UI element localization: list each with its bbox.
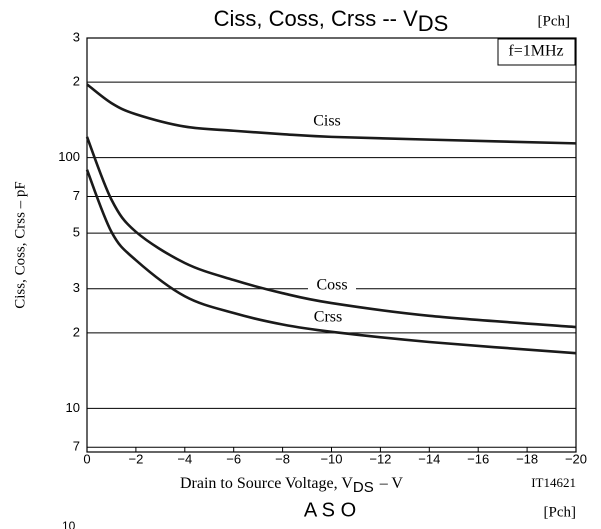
x-tick-label: −6	[226, 451, 241, 466]
tag: [Pch]	[538, 13, 571, 29]
next-tag: [Pch]	[544, 504, 577, 520]
x-axis-label: Drain to Source Voltage, VDS – V	[180, 475, 403, 496]
x-tick-label: 0	[83, 451, 90, 466]
x-tick-label: −10	[320, 451, 342, 466]
x-tick-label: −2	[128, 451, 143, 466]
y-axis-label: Ciss, Coss, Crss – pF	[12, 181, 28, 309]
plot-frame	[86, 37, 577, 453]
y-tick-label: 3	[73, 29, 80, 44]
y-tick-label: 2	[73, 74, 80, 89]
series-label: Coss	[316, 277, 347, 294]
x-tick-label: −20	[565, 451, 587, 466]
x-tick-label: −8	[275, 451, 290, 466]
y-tick-label: 7	[73, 439, 80, 454]
title-main: Ciss, Coss, Crss -- V	[214, 6, 418, 31]
x-label-unit: – V	[379, 475, 404, 492]
y-tick-label: 2	[73, 324, 80, 339]
y-tick-label: 7	[73, 188, 80, 203]
label-bg	[308, 277, 356, 295]
x-tick-label: −18	[516, 451, 538, 466]
condition-box	[497, 38, 576, 66]
x-tick-label: −14	[418, 451, 440, 466]
figure-id: IT14621	[531, 475, 576, 490]
chart-title: Ciss, Coss, Crss -- VDS	[214, 6, 449, 36]
next-tick: 10	[62, 519, 76, 529]
curve	[86, 83, 577, 145]
x-tick-label: −16	[467, 451, 489, 466]
x-label-sub: DS	[353, 479, 374, 496]
title-sub: DS	[418, 11, 449, 36]
y-tick-label: 5	[73, 225, 80, 240]
next-title: A S O	[304, 499, 356, 521]
series-label: Ciss	[313, 113, 341, 130]
y-tick-label: 10	[66, 400, 80, 415]
series-label: Crss	[314, 309, 342, 326]
y-tick-label: 3	[73, 280, 80, 295]
curve	[85, 136, 577, 329]
x-label-main: Drain to Source Voltage, V	[180, 475, 353, 492]
y-tick-label: 100	[58, 149, 80, 164]
x-tick-label: −4	[177, 451, 192, 466]
curve	[85, 169, 577, 355]
condition: f=1MHz	[508, 43, 563, 60]
x-tick-label: −12	[369, 451, 391, 466]
